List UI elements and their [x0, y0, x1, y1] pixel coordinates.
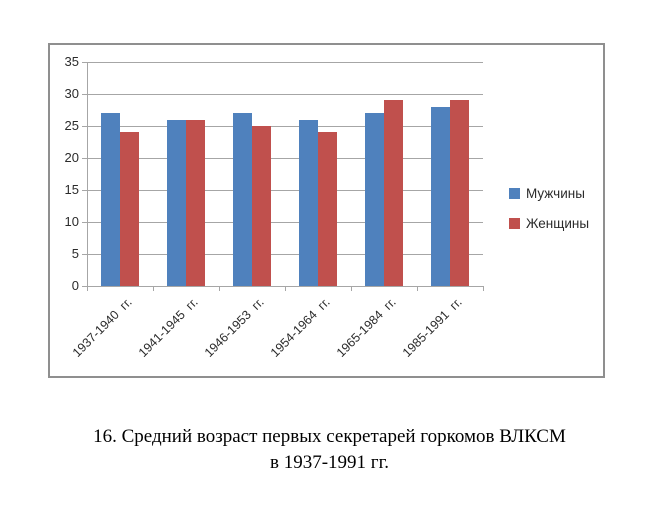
- caption-line-1: 16. Средний возраст первых секретарей го…: [93, 426, 566, 447]
- legend-label: Женщины: [526, 216, 590, 231]
- caption-line-2: в 1937-1991 гг.: [270, 452, 389, 473]
- bar-women: [120, 132, 139, 286]
- y-axis-tick-label: 0: [71, 278, 79, 293]
- gridline: [87, 158, 483, 159]
- y-axis-tick-label: 20: [64, 150, 79, 165]
- bar-men: [101, 113, 120, 286]
- y-axis-tick: [82, 286, 87, 287]
- y-axis-tick: [82, 254, 87, 255]
- legend-label: Мужчины: [526, 186, 585, 201]
- bar-men: [167, 119, 186, 286]
- gridline: [87, 222, 483, 223]
- bar-men: [365, 113, 384, 286]
- y-axis-tick: [82, 190, 87, 191]
- gridline: [87, 94, 483, 95]
- bar-men: [233, 113, 252, 286]
- y-axis-tick: [82, 126, 87, 127]
- bar-women: [450, 100, 469, 286]
- y-axis-tick-label: 5: [71, 246, 79, 261]
- gridline: [87, 190, 483, 191]
- y-axis-tick-label: 15: [64, 182, 79, 197]
- bar-women: [318, 132, 337, 286]
- x-axis-category-label: 1965-1984 гг.: [333, 295, 399, 360]
- x-axis-tick: [153, 286, 154, 291]
- legend-swatch-icon: [509, 218, 520, 229]
- bar-women: [384, 100, 403, 286]
- y-axis-line: [87, 62, 88, 286]
- y-axis-tick: [82, 222, 87, 223]
- x-axis-category-label: 1946-1953 гг.: [201, 295, 267, 360]
- chart-frame: 0 5 10 15 20 25 30 35 1937-1940 гг. 1941-1945 гг.…: [48, 43, 605, 378]
- x-axis-tick: [417, 286, 418, 291]
- y-axis-tick-label: 35: [64, 54, 79, 69]
- bar-men: [431, 106, 450, 286]
- x-axis-tick: [351, 286, 352, 291]
- y-axis-tick: [82, 94, 87, 95]
- legend-swatch-icon: [509, 188, 520, 199]
- y-axis-tick: [82, 158, 87, 159]
- gridline: [87, 254, 483, 255]
- x-axis-category-label: 1954-1964 гг.: [267, 295, 333, 360]
- gridline: [87, 126, 483, 127]
- y-axis-tick-label: 10: [64, 214, 79, 229]
- bar-women: [186, 119, 205, 286]
- bar-women: [252, 126, 271, 286]
- gridline: [87, 62, 483, 63]
- x-axis-tick: [219, 286, 220, 291]
- x-axis-tick: [87, 286, 88, 291]
- legend-item-men: Мужчины: [509, 186, 585, 201]
- plot-area: 0 5 10 15 20 25 30 35 1937-1940 гг. 1941-1945 гг.…: [50, 45, 603, 376]
- x-axis-tick: [285, 286, 286, 291]
- y-axis-tick-label: 25: [64, 118, 79, 133]
- legend-item-women: Женщины: [509, 216, 589, 231]
- y-axis-tick: [82, 62, 87, 63]
- x-axis-tick: [483, 286, 484, 291]
- y-axis-tick-label: 30: [64, 86, 79, 101]
- x-axis-category-label: 1985-1991 гг.: [399, 295, 465, 360]
- x-axis-category-label: 1937-1940 гг.: [69, 295, 135, 360]
- bar-men: [299, 119, 318, 286]
- caption: 16. Средний возраст первых секретарей го…: [0, 424, 659, 476]
- x-axis-category-label: 1941-1945 гг.: [135, 295, 201, 360]
